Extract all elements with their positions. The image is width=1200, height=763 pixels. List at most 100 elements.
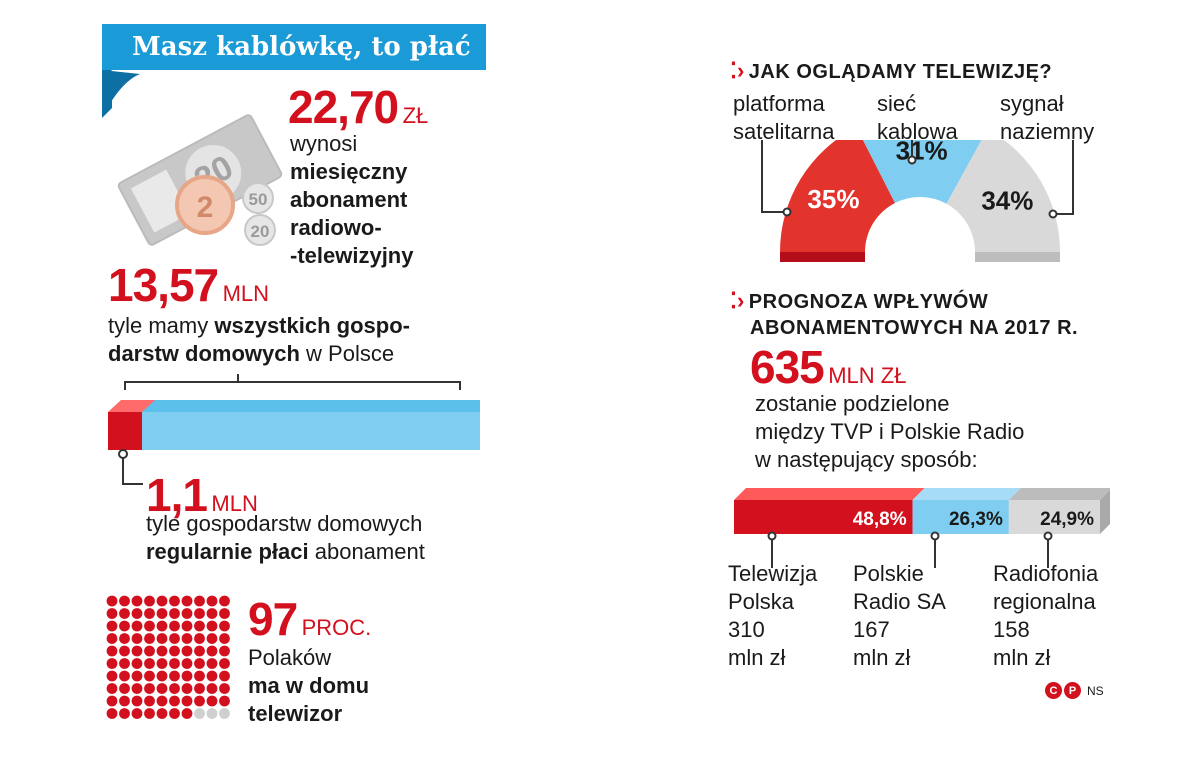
slice-1 [862, 140, 982, 204]
dot-filled [219, 683, 230, 694]
households-value: 13,57 MLN [108, 259, 270, 311]
slice-base-left [780, 252, 865, 262]
credit-initials: NS [1087, 683, 1104, 698]
dot-filled [206, 683, 218, 694]
leader-dot-2 [1043, 531, 1053, 541]
forecast-value: 635 MLN ZŁ [750, 341, 907, 393]
households-bar [108, 374, 480, 485]
dot-filled [119, 670, 130, 682]
dot-filled [131, 658, 143, 669]
dot-filled [169, 683, 180, 694]
leader-dot-terrestrial [1048, 209, 1058, 219]
dot-filled [181, 670, 193, 682]
dot-filled [219, 658, 230, 669]
segment-label-1: 26,3% [949, 509, 1003, 530]
dot-filled [206, 620, 218, 632]
dot-filled [181, 633, 193, 644]
dot-empty [194, 708, 205, 719]
dot-filled [169, 633, 180, 644]
dot-filled [169, 645, 180, 657]
dot-filled [194, 633, 205, 644]
dot-filled [194, 595, 205, 607]
dot-filled [119, 633, 130, 644]
leader-terrestrial [1055, 140, 1074, 215]
dot-filled [131, 645, 143, 657]
dot-filled [181, 695, 193, 707]
tv-value: 97 PROC. [248, 593, 372, 645]
tv-description: Polaków ma w domu telewizor [248, 645, 370, 726]
watching-label-cable: sieć kablowa [877, 91, 958, 144]
dot-filled [206, 608, 218, 619]
segment-2 [1008, 500, 1100, 534]
dot-filled [219, 608, 230, 619]
dot-filled [119, 620, 130, 632]
segment-side [1100, 490, 1110, 534]
paying-value: 1,1 MLN [146, 469, 258, 521]
dot-filled [119, 683, 130, 694]
coin-20: 20 [251, 222, 270, 241]
dot-filled [219, 695, 230, 707]
dot-filled [106, 620, 118, 632]
dot-filled [144, 658, 155, 669]
segment-label-2: 24,9% [1040, 509, 1094, 530]
dot-filled [119, 658, 130, 669]
segment-0 [734, 500, 913, 534]
dot-filled [156, 695, 168, 707]
dot-filled [169, 695, 180, 707]
dot-filled [131, 683, 143, 694]
dot-filled [144, 633, 155, 644]
dot-filled [219, 633, 230, 644]
dot-filled [194, 645, 205, 657]
dot-filled [106, 595, 118, 607]
leader-dot-satellite [782, 207, 792, 217]
dot-filled [169, 708, 180, 719]
dot-filled [206, 695, 218, 707]
dot-filled [144, 708, 155, 719]
dot-filled [206, 645, 218, 657]
dot-filled [144, 595, 155, 607]
dot-filled [119, 595, 130, 607]
dot-filled [169, 595, 180, 607]
leader-dot-cable [907, 155, 917, 165]
slice-label-1: 31% [896, 140, 948, 166]
dot-filled [156, 670, 168, 682]
dot-filled [169, 608, 180, 619]
dot-filled [144, 608, 155, 619]
segment-top-1 [912, 488, 1021, 500]
dot-filled [131, 608, 143, 619]
segment-1 [912, 500, 1009, 534]
dot-filled [181, 658, 193, 669]
dot-filled [131, 708, 143, 719]
dot-filled [219, 620, 230, 632]
dot-filled [106, 658, 118, 669]
dot-filled [206, 595, 218, 607]
dot-filled [131, 620, 143, 632]
dot-filled [206, 658, 218, 669]
dot-filled [181, 708, 193, 719]
dot-filled [194, 620, 205, 632]
dot-filled [181, 683, 193, 694]
page-title: Masz kablówkę, to płać [110, 24, 485, 70]
watching-semicircle-chart: 35% 31% 34% [761, 140, 1074, 262]
dot-filled [219, 670, 230, 682]
dot-filled [106, 670, 118, 682]
dot-filled [206, 633, 218, 644]
slice-2 [946, 140, 1060, 252]
forecast-stacked-bar: 48,8% 26,3% 24,9% [734, 488, 1110, 568]
dot-filled [144, 695, 155, 707]
dot-filled [156, 708, 168, 719]
dot-filled [169, 620, 180, 632]
dot-filled [181, 620, 193, 632]
dot-filled [194, 670, 205, 682]
dot-filled [119, 608, 130, 619]
dot-filled [219, 595, 230, 607]
dot-filled [106, 608, 118, 619]
forecast-label-pr: Polskie Radio SA 167 mln zł [853, 561, 946, 670]
dot-empty [219, 708, 230, 719]
forecast-label-regional: Radiofonia regionalna 158 mln zł [993, 561, 1099, 670]
fee-description: wynosi miesięczny abonament radiowo- -te… [290, 131, 414, 268]
forecast-title: ⁚› PROGNOZA WPŁYWÓW ABONAMENTOWYCH NA 20… [730, 288, 1079, 339]
dot-filled [206, 670, 218, 682]
dot-filled [194, 683, 205, 694]
dot-filled [156, 645, 168, 657]
